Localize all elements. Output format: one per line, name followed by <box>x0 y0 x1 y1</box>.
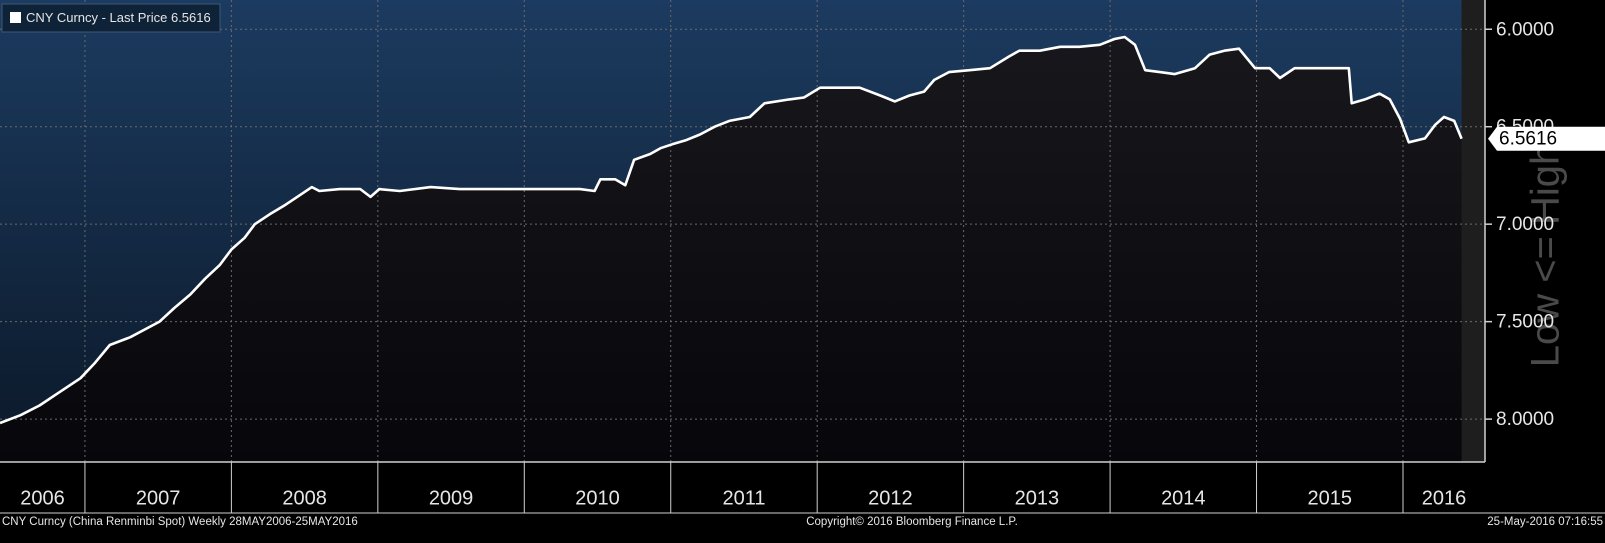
y-tick-label: 8.0000 <box>1496 409 1554 430</box>
no-data-region <box>1461 0 1485 462</box>
y-tick-label: 7.5000 <box>1496 312 1554 333</box>
legend-box <box>1 3 221 33</box>
x-tick-label: 2007 <box>136 487 181 509</box>
watermark: Low <= High <box>1524 143 1568 368</box>
footer-center: Copyright© 2016 Bloomberg Finance L.P. <box>806 516 1018 528</box>
price-line <box>0 35 1463 425</box>
footer-right: 25-May-2016 07:16:55 <box>1487 516 1603 528</box>
x-tick-label: 2011 <box>722 487 765 509</box>
x-tick-label: 2008 <box>282 487 327 509</box>
x-tick-label: 2014 <box>1161 487 1206 509</box>
legend-label: CNY Curncy - Last Price 6.5616 <box>26 10 211 25</box>
area <box>0 37 1462 462</box>
x-tick-label: 2016 <box>1422 487 1467 509</box>
x-tick-label: 2009 <box>429 487 474 509</box>
legend-swatch <box>10 12 21 23</box>
y-tick-label: 6.0000 <box>1496 19 1554 40</box>
x-tick-label: 2010 <box>575 487 620 509</box>
last-price-box <box>1488 126 1605 151</box>
plot-area <box>0 0 1485 462</box>
axes: Low <= High6.00006.50007.00007.50008.000… <box>0 0 1605 528</box>
x-tick-label: 2015 <box>1308 487 1353 509</box>
footer-left: CNY Curncy (China Renminbi Spot) Weekly … <box>2 516 358 528</box>
x-tick-label: 2006 <box>20 487 65 509</box>
y-tick-label: 7.0000 <box>1496 214 1554 235</box>
last-price-label: 6.5616 <box>1499 129 1557 150</box>
x-tick-label: 2012 <box>868 487 913 509</box>
x-tick-label: 2013 <box>1015 487 1060 509</box>
